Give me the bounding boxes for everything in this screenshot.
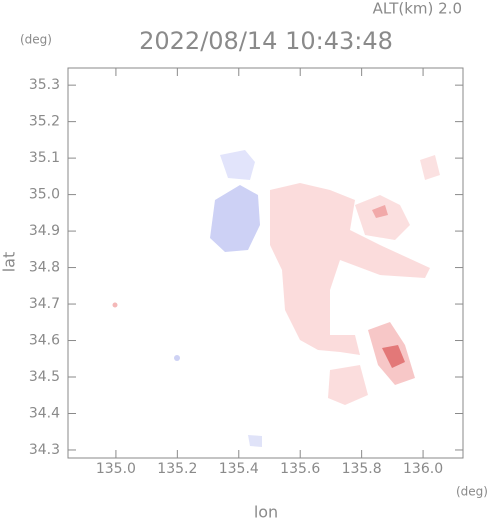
x-tick-label: 135.6 <box>280 461 320 477</box>
echo-area <box>270 183 430 355</box>
y-unit: (deg) <box>20 33 52 47</box>
x-tick-label: 135.2 <box>157 461 197 477</box>
echo-area <box>382 345 405 368</box>
echo-area <box>355 195 410 240</box>
y-tick-label: 35.1 <box>29 150 60 166</box>
y-tick-label: 34.6 <box>29 333 60 349</box>
plot-frame <box>67 67 464 459</box>
echo-area <box>248 435 262 447</box>
echo-area <box>420 155 440 180</box>
x-tick-label: 135.0 <box>96 461 136 477</box>
x-unit: (deg) <box>456 485 488 499</box>
y-tick-label: 35.0 <box>29 187 60 203</box>
y-axis-label: lat <box>0 252 19 273</box>
y-tick-label: 34.4 <box>29 405 60 421</box>
echo-area <box>372 205 388 218</box>
y-tick-label: 35.3 <box>29 77 60 93</box>
x-axis-label: lon <box>254 503 278 522</box>
x-tick-label: 136.0 <box>403 461 443 477</box>
echo-area <box>174 355 180 361</box>
y-tick-label: 34.8 <box>29 260 60 276</box>
y-tick-label: 34.3 <box>29 442 60 458</box>
chart-title: 2022/08/14 10:43:48 <box>139 27 393 55</box>
echo-area <box>112 302 118 308</box>
x-tick-label: 135.4 <box>219 461 259 477</box>
y-tick-label: 34.5 <box>29 369 60 385</box>
y-tick-label: 34.7 <box>29 296 60 312</box>
radar-field <box>112 150 440 447</box>
echo-area <box>210 185 260 252</box>
y-tick-label: 34.9 <box>29 223 60 239</box>
y-tick-label: 35.2 <box>29 114 60 130</box>
altitude-label: ALT(km) 2.0 <box>373 0 462 18</box>
echo-area <box>328 365 368 405</box>
x-tick-label: 135.8 <box>342 461 382 477</box>
echo-area <box>220 150 255 180</box>
